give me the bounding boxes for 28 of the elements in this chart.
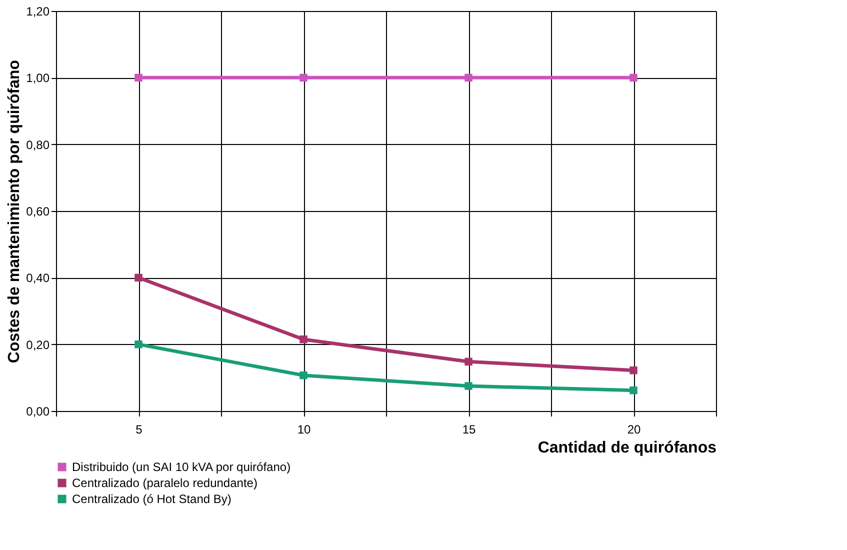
point <box>134 74 142 82</box>
point <box>464 382 472 390</box>
point <box>134 274 142 282</box>
x-tick-label: 20 <box>627 422 641 436</box>
point <box>464 74 472 82</box>
point <box>300 74 308 82</box>
y-tick-label: 0,00 <box>26 404 50 418</box>
x-axis-title: Cantidad de quirófanos <box>538 440 717 456</box>
y-tick-label: 1,20 <box>26 4 50 18</box>
y-tick-label: 0,60 <box>26 204 50 218</box>
point <box>300 335 308 344</box>
point <box>630 386 638 394</box>
legend-label: Centralizado (ó Hot Stand By) <box>72 492 232 506</box>
y-tick-label: 0,20 <box>26 338 50 352</box>
y-axis-title: Costes de mantenimiento por quirófano <box>6 60 24 364</box>
point <box>630 74 638 82</box>
point <box>464 358 472 366</box>
point <box>134 340 142 348</box>
point <box>630 366 638 374</box>
legend-label: Distribuido (un SAI 10 kVA por quirófano) <box>72 460 291 474</box>
legend-label: Centralizado (paralelo redundante) <box>72 476 258 490</box>
y-tick-label: 1,00 <box>26 71 50 86</box>
y-tick-label: 0,40 <box>26 271 50 286</box>
point <box>300 371 308 380</box>
x-tick-label: 10 <box>297 422 311 436</box>
x-tick-label: 5 <box>136 422 143 436</box>
x-tick-label: 15 <box>462 422 476 436</box>
y-tick-label: 0,80 <box>26 138 50 152</box>
